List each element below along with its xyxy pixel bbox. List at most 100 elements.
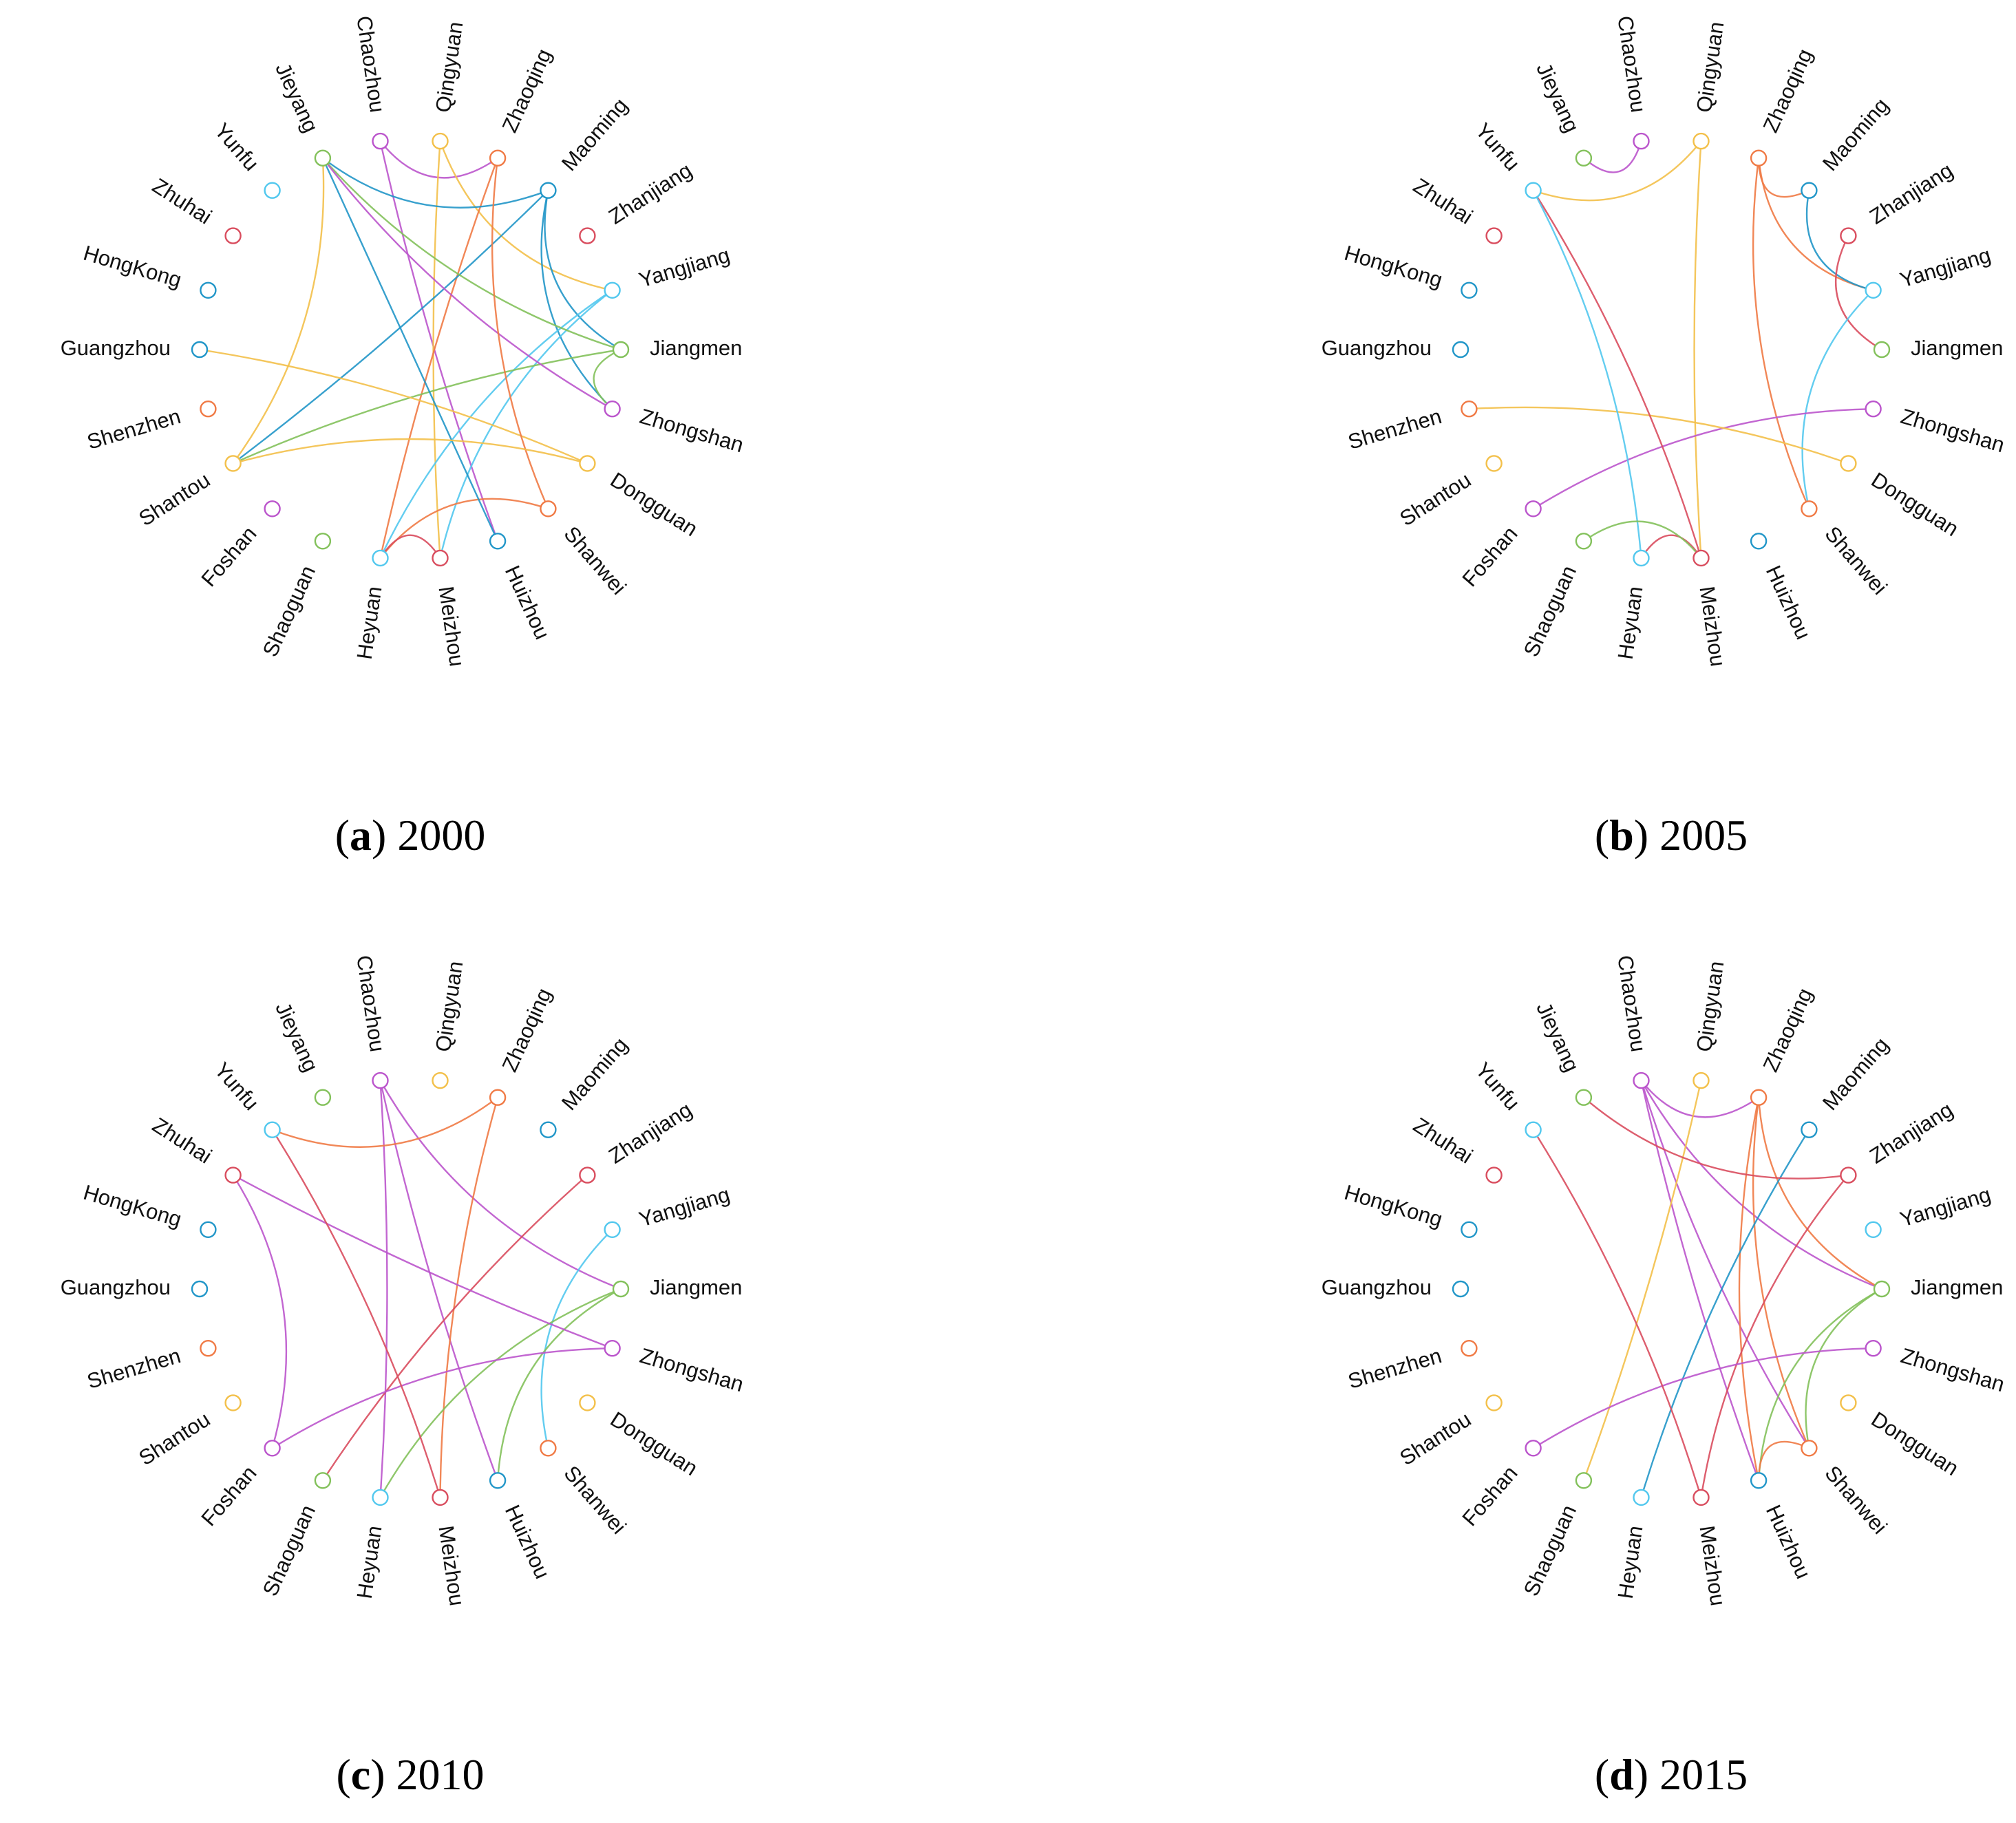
edge-zhongshan-zhuhai (233, 1174, 613, 1350)
node-huizhou (489, 533, 507, 550)
node-label-zhaoqing: Zhaoqing (498, 45, 557, 136)
node-label-meizhou: Meizhou (434, 1524, 469, 1608)
edge-zhaoqing-yunfu (272, 1096, 498, 1148)
node-jiangmen (612, 1280, 630, 1298)
node-label-chaozhou: Chaozhou (1613, 954, 1651, 1054)
node-label-qingyuan: Qingyuan (1692, 959, 1729, 1053)
node-label-huizhou: Huizhou (500, 562, 555, 643)
edge-chaozhou-huizhou (379, 1080, 499, 1481)
node-qingyuan (1693, 1072, 1710, 1089)
node-hongkong (200, 281, 217, 299)
edge-maoming-zhongshan (540, 190, 613, 410)
node-yangjiang (1865, 1221, 1882, 1239)
node-hongkong (1461, 1221, 1478, 1239)
node-label-yangjiang: Yangjiang (1897, 243, 1993, 292)
node-label-dongguan: Dongguan (1867, 1407, 1963, 1480)
node-label-zhongshan: Zhongshan (1898, 404, 2008, 457)
node-zhongshan (604, 1339, 621, 1357)
edge-shantou-dongguan (233, 438, 588, 465)
node-label-jiangmen: Jiangmen (1911, 1275, 2003, 1299)
node-label-foshan: Foshan (196, 522, 261, 591)
node-shanwei (1801, 1440, 1818, 1457)
node-zhuhai (1485, 227, 1503, 244)
edge-maoming-shantou (232, 189, 549, 465)
edge-zhongshan-jieyang (321, 157, 613, 410)
node-yunfu (264, 182, 281, 199)
node-zhongshan (1865, 1339, 1882, 1357)
edge-shaoguan-meizhou (1583, 520, 1702, 559)
edge-zhaoqing-jiangmen (1757, 1097, 1882, 1290)
edge-maoming-jieyang (322, 157, 549, 209)
edge-chaozhou-huizhou (1640, 1080, 1760, 1481)
node-label-zhaoqing: Zhaoqing (1759, 985, 1818, 1076)
node-label-qingyuan: Qingyuan (1692, 20, 1729, 114)
edge-jiangmen-huizhou (1757, 1288, 1882, 1481)
edge-qingyuan-yangjiang (439, 140, 613, 291)
edge-chaozhou-zhaoqing (379, 140, 498, 179)
node-label-zhuhai: Zhuhai (1409, 1113, 1477, 1169)
node-zhongshan (1865, 401, 1882, 418)
node-dongguan (579, 1394, 596, 1411)
node-label-shaoguan: Shaoguan (1519, 562, 1582, 660)
node-dongguan (1840, 1394, 1857, 1411)
edge-yangjiang-meizhou (439, 289, 613, 559)
panel-2005: Chaozhou Qingyuan Zhaoqing MaomingZhanjiang… (1322, 14, 2008, 860)
node-label-zhuhai: Zhuhai (1409, 173, 1477, 229)
node-label-shenzhen: Shenzhen (1346, 1343, 1445, 1394)
node-heyuan (372, 549, 389, 567)
node-heyuan (1633, 1489, 1650, 1506)
node-label-heyuan: Heyuan (1613, 585, 1648, 661)
node-label-zhongshan: Zhongshan (637, 1343, 747, 1396)
node-label-jieyang: Jieyang (1531, 59, 1584, 136)
node-qingyuan (432, 132, 449, 150)
node-label-zhanjiang: Zhanjiang (604, 1098, 696, 1169)
node-zhanjiang (1840, 1166, 1857, 1184)
node-label-yunfu: Yunfu (1471, 118, 1525, 175)
edge-zhanjiang-jiangmen (1834, 235, 1882, 351)
node-label-shaoguan: Shaoguan (1519, 1501, 1582, 1599)
edge-zhongshan-foshan (1532, 1347, 1874, 1449)
edge-zhaoqing-yangjiang (1757, 158, 1874, 291)
node-jieyang (1575, 149, 1593, 167)
edge-shanwei-heyuan (379, 498, 549, 559)
edge-qingyuan-shaoguan (1582, 1080, 1702, 1481)
edge-zhaoqing-shanwei (1752, 158, 1810, 509)
node-foshan (1525, 1440, 1542, 1457)
node-label-meizhou: Meizhou (434, 585, 469, 668)
node-label-guangzhou: Guangzhou (61, 1275, 171, 1299)
edge-qingyuan-meizhou (432, 141, 441, 558)
node-zhuhai (224, 1166, 242, 1184)
edge-zhanjiang-shaoguan (321, 1174, 588, 1481)
node-qingyuan (1693, 132, 1710, 150)
node-shantou (1485, 455, 1503, 472)
node-shaoguan (314, 1472, 332, 1489)
edge-zhanjiang-meizhou (1700, 1174, 1849, 1498)
node-label-zhuhai: Zhuhai (148, 1113, 216, 1169)
edge-zhaoqing-shanwei (1752, 1097, 1810, 1449)
node-hongkong (200, 1221, 217, 1239)
node-label-qingyuan: Qingyuan (431, 20, 468, 114)
node-jiangmen (1873, 1280, 1891, 1298)
node-label-chaozhou: Chaozhou (352, 954, 390, 1054)
node-yunfu (1525, 1121, 1542, 1138)
caption-year: 2005 (1659, 811, 1748, 860)
panel-caption: (c) 2010 (336, 1750, 484, 1799)
caption-letter: c (351, 1750, 370, 1799)
node-zhaoqing (489, 1089, 507, 1106)
node-guangzhou (1452, 1280, 1469, 1298)
edge-yangjiang-heyuan (379, 289, 613, 559)
node-jiangmen (612, 341, 630, 359)
edges-group (199, 140, 622, 559)
edge-maoming-jiangmen (544, 190, 622, 351)
edge-qingyuan-meizhou (1693, 141, 1702, 558)
node-shenzhen (200, 1339, 217, 1357)
edge-heyuan-yunfu (1532, 190, 1642, 559)
node-label-jieyang: Jieyang (1531, 999, 1584, 1076)
node-label-guangzhou: Guangzhou (61, 336, 171, 360)
node-label-zhongshan: Zhongshan (637, 404, 747, 457)
node-label-heyuan: Heyuan (352, 585, 387, 661)
edge-chaozhou-shanwei (1640, 1080, 1810, 1449)
node-label-zhanjiang: Zhanjiang (604, 158, 696, 229)
edge-jiangmen-shanwei (1805, 1288, 1882, 1449)
node-zhaoqing (1750, 1089, 1768, 1106)
